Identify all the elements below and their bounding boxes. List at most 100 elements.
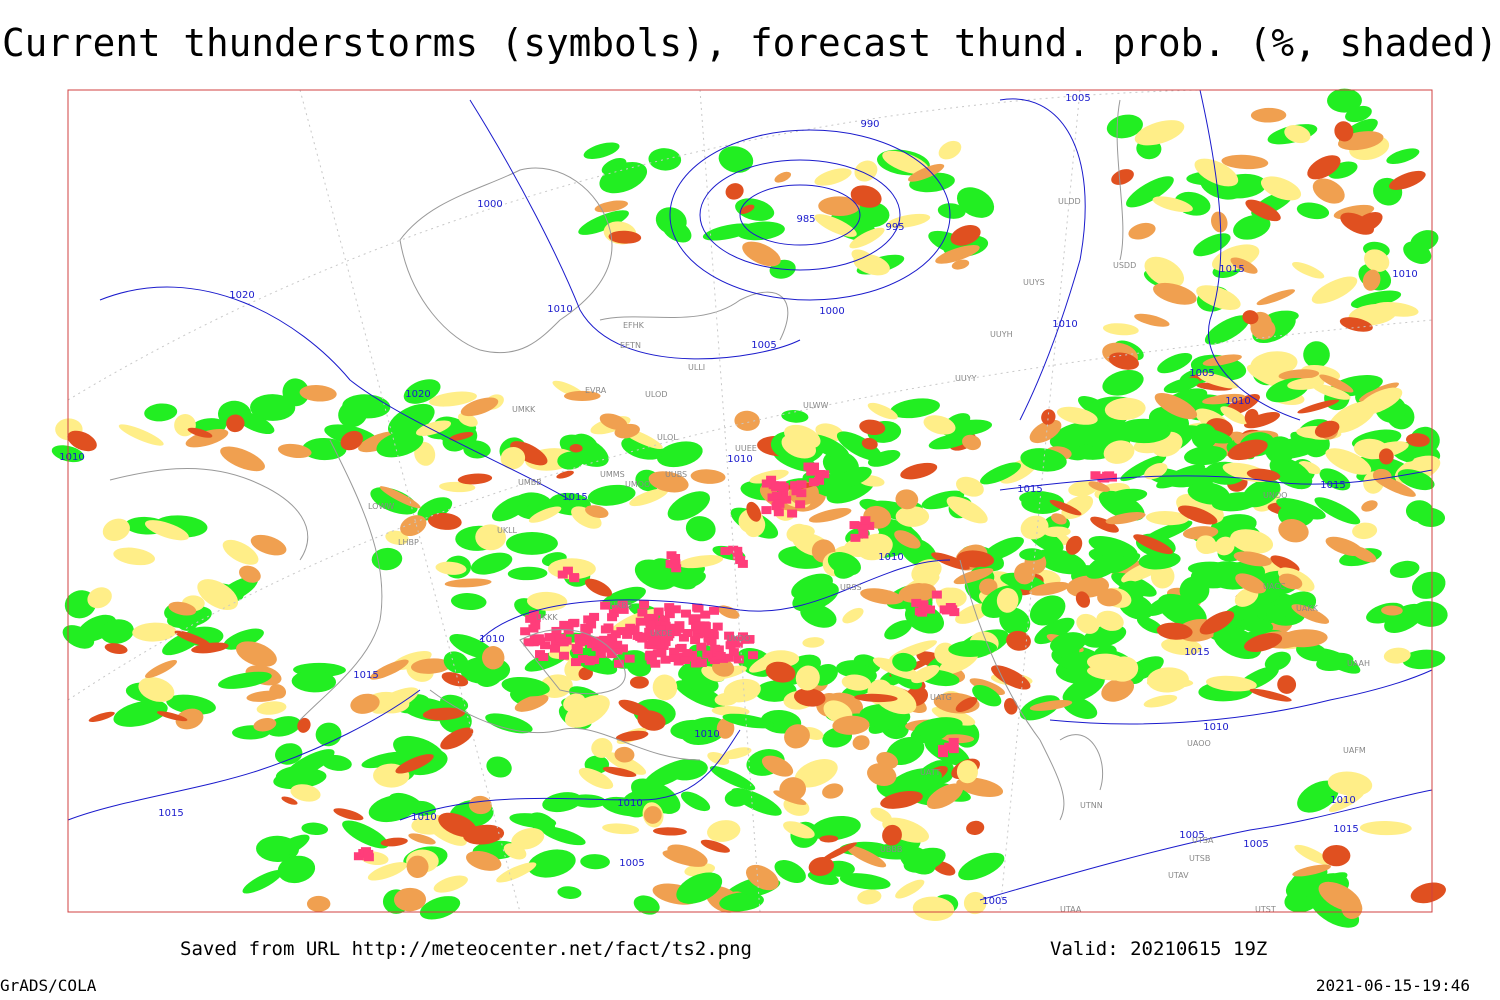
shade-blob — [601, 796, 650, 817]
shade-blob — [426, 819, 467, 846]
shade-blob — [275, 743, 303, 765]
thunderstorm-symbol — [673, 624, 684, 633]
shade-blob — [1108, 553, 1141, 574]
thunderstorm-symbol — [558, 651, 569, 660]
thunderstorm-symbol — [520, 627, 531, 636]
shade-blob — [1133, 534, 1173, 555]
shade-blob — [1278, 519, 1309, 543]
shade-blob — [433, 875, 468, 893]
shade-blob — [281, 796, 298, 805]
shade-blob — [1233, 214, 1271, 240]
shade-blob — [1202, 393, 1246, 405]
shade-blob — [509, 813, 557, 829]
shade-blob — [1361, 500, 1378, 512]
isobar-label: 1010 — [1203, 722, 1228, 733]
shade-blob — [948, 640, 998, 657]
shade-blob — [1111, 169, 1134, 185]
thunderstorm-symbol — [589, 656, 600, 665]
thunderstorm-symbol — [643, 613, 654, 622]
shade-blob — [1244, 633, 1283, 652]
thunderstorm-symbol — [525, 614, 536, 623]
shade-blob — [1386, 148, 1420, 165]
thunderstorm-symbol — [864, 521, 875, 530]
thunderstorm-symbol — [653, 607, 664, 616]
thunderstorm-symbol — [690, 614, 701, 623]
isobar-label: 985 — [796, 214, 815, 225]
shade-blob — [674, 680, 726, 709]
shade-blob — [1179, 576, 1210, 605]
shade-blob — [333, 808, 364, 821]
isobar-label: 1010 — [1392, 269, 1417, 280]
map-title: Current thunderstorms (symbols), forecas… — [2, 21, 1498, 65]
shade-blob — [88, 711, 115, 723]
thunderstorm-symbol — [571, 658, 581, 667]
shade-blob — [928, 433, 973, 450]
thunderstorm-symbol — [562, 566, 573, 575]
shade-blob — [938, 587, 967, 608]
thunderstorm-symbol — [669, 654, 680, 663]
shade-blob — [528, 506, 562, 523]
shade-blob — [602, 823, 640, 835]
shade-blob — [953, 568, 994, 585]
thunderstorm-symbol — [723, 653, 734, 662]
shade-blob — [218, 671, 272, 689]
thunderstorm-symbol — [938, 749, 949, 758]
shade-blob — [1246, 468, 1281, 482]
isobar-label: 1015 — [562, 492, 587, 503]
shade-blob — [138, 677, 175, 702]
thunderstorm-symbol — [708, 650, 719, 659]
shade-blob — [895, 489, 919, 510]
shade-blob — [1312, 178, 1345, 204]
shade-blob — [1250, 107, 1287, 123]
thunderstorm-symbol — [668, 560, 679, 569]
shade-blob — [821, 842, 858, 862]
shade-blob — [470, 552, 513, 575]
shade-blob — [569, 444, 583, 453]
shade-blob — [1102, 323, 1139, 336]
shade-blob — [972, 684, 1002, 707]
isobar-label: 1000 — [477, 199, 502, 210]
shade-blob — [587, 484, 636, 506]
shade-blob — [912, 896, 955, 921]
shade-blob — [819, 835, 839, 843]
thunderstorm-symbol — [761, 506, 772, 515]
shade-blob — [937, 203, 966, 219]
shade-blob — [667, 491, 710, 521]
shade-blob — [1105, 512, 1146, 525]
shade-blob — [808, 856, 835, 876]
thunderstorm-symbol — [713, 645, 724, 654]
thunderstorm-symbol — [706, 637, 717, 646]
thunderstorm-symbol — [700, 629, 711, 638]
station-label: UKBB — [610, 601, 632, 610]
thunderstorm-symbol — [931, 590, 942, 599]
thunderstorm-symbol — [624, 654, 635, 663]
shade-blob — [1029, 419, 1062, 444]
shade-blob — [1101, 677, 1135, 702]
isobar-label: 1005 — [1065, 93, 1090, 104]
software-credit: GrADS/COLA — [0, 976, 97, 995]
map-border — [67, 89, 1433, 913]
thunderstorm-symbol — [670, 605, 681, 614]
thunderstorm-symbol — [613, 659, 624, 668]
shade-blob — [422, 707, 466, 721]
shade-blob — [1312, 383, 1351, 400]
shade-blob — [722, 747, 752, 760]
shade-blob — [1264, 651, 1291, 671]
shade-blob — [427, 512, 462, 530]
shade-blob — [1244, 408, 1259, 425]
thunderstorm-symbol — [617, 644, 628, 653]
shade-blob — [256, 701, 287, 715]
shade-blob — [290, 784, 321, 802]
source-url: Saved from URL http://meteocenter.net/fa… — [180, 938, 752, 960]
isobars — [67, 89, 1433, 901]
shade-blob — [234, 411, 275, 435]
shade-blob — [1106, 114, 1143, 139]
thunderstorm-symbol — [645, 651, 656, 660]
shade-blob — [888, 768, 942, 796]
thunderstorm-symbol — [528, 610, 539, 619]
shade-blob — [444, 578, 492, 588]
shade-blob — [958, 852, 1005, 881]
thunderstorm-symbol — [580, 632, 591, 641]
thunderstorm-symbol — [644, 627, 655, 636]
shade-blob — [1411, 571, 1446, 599]
